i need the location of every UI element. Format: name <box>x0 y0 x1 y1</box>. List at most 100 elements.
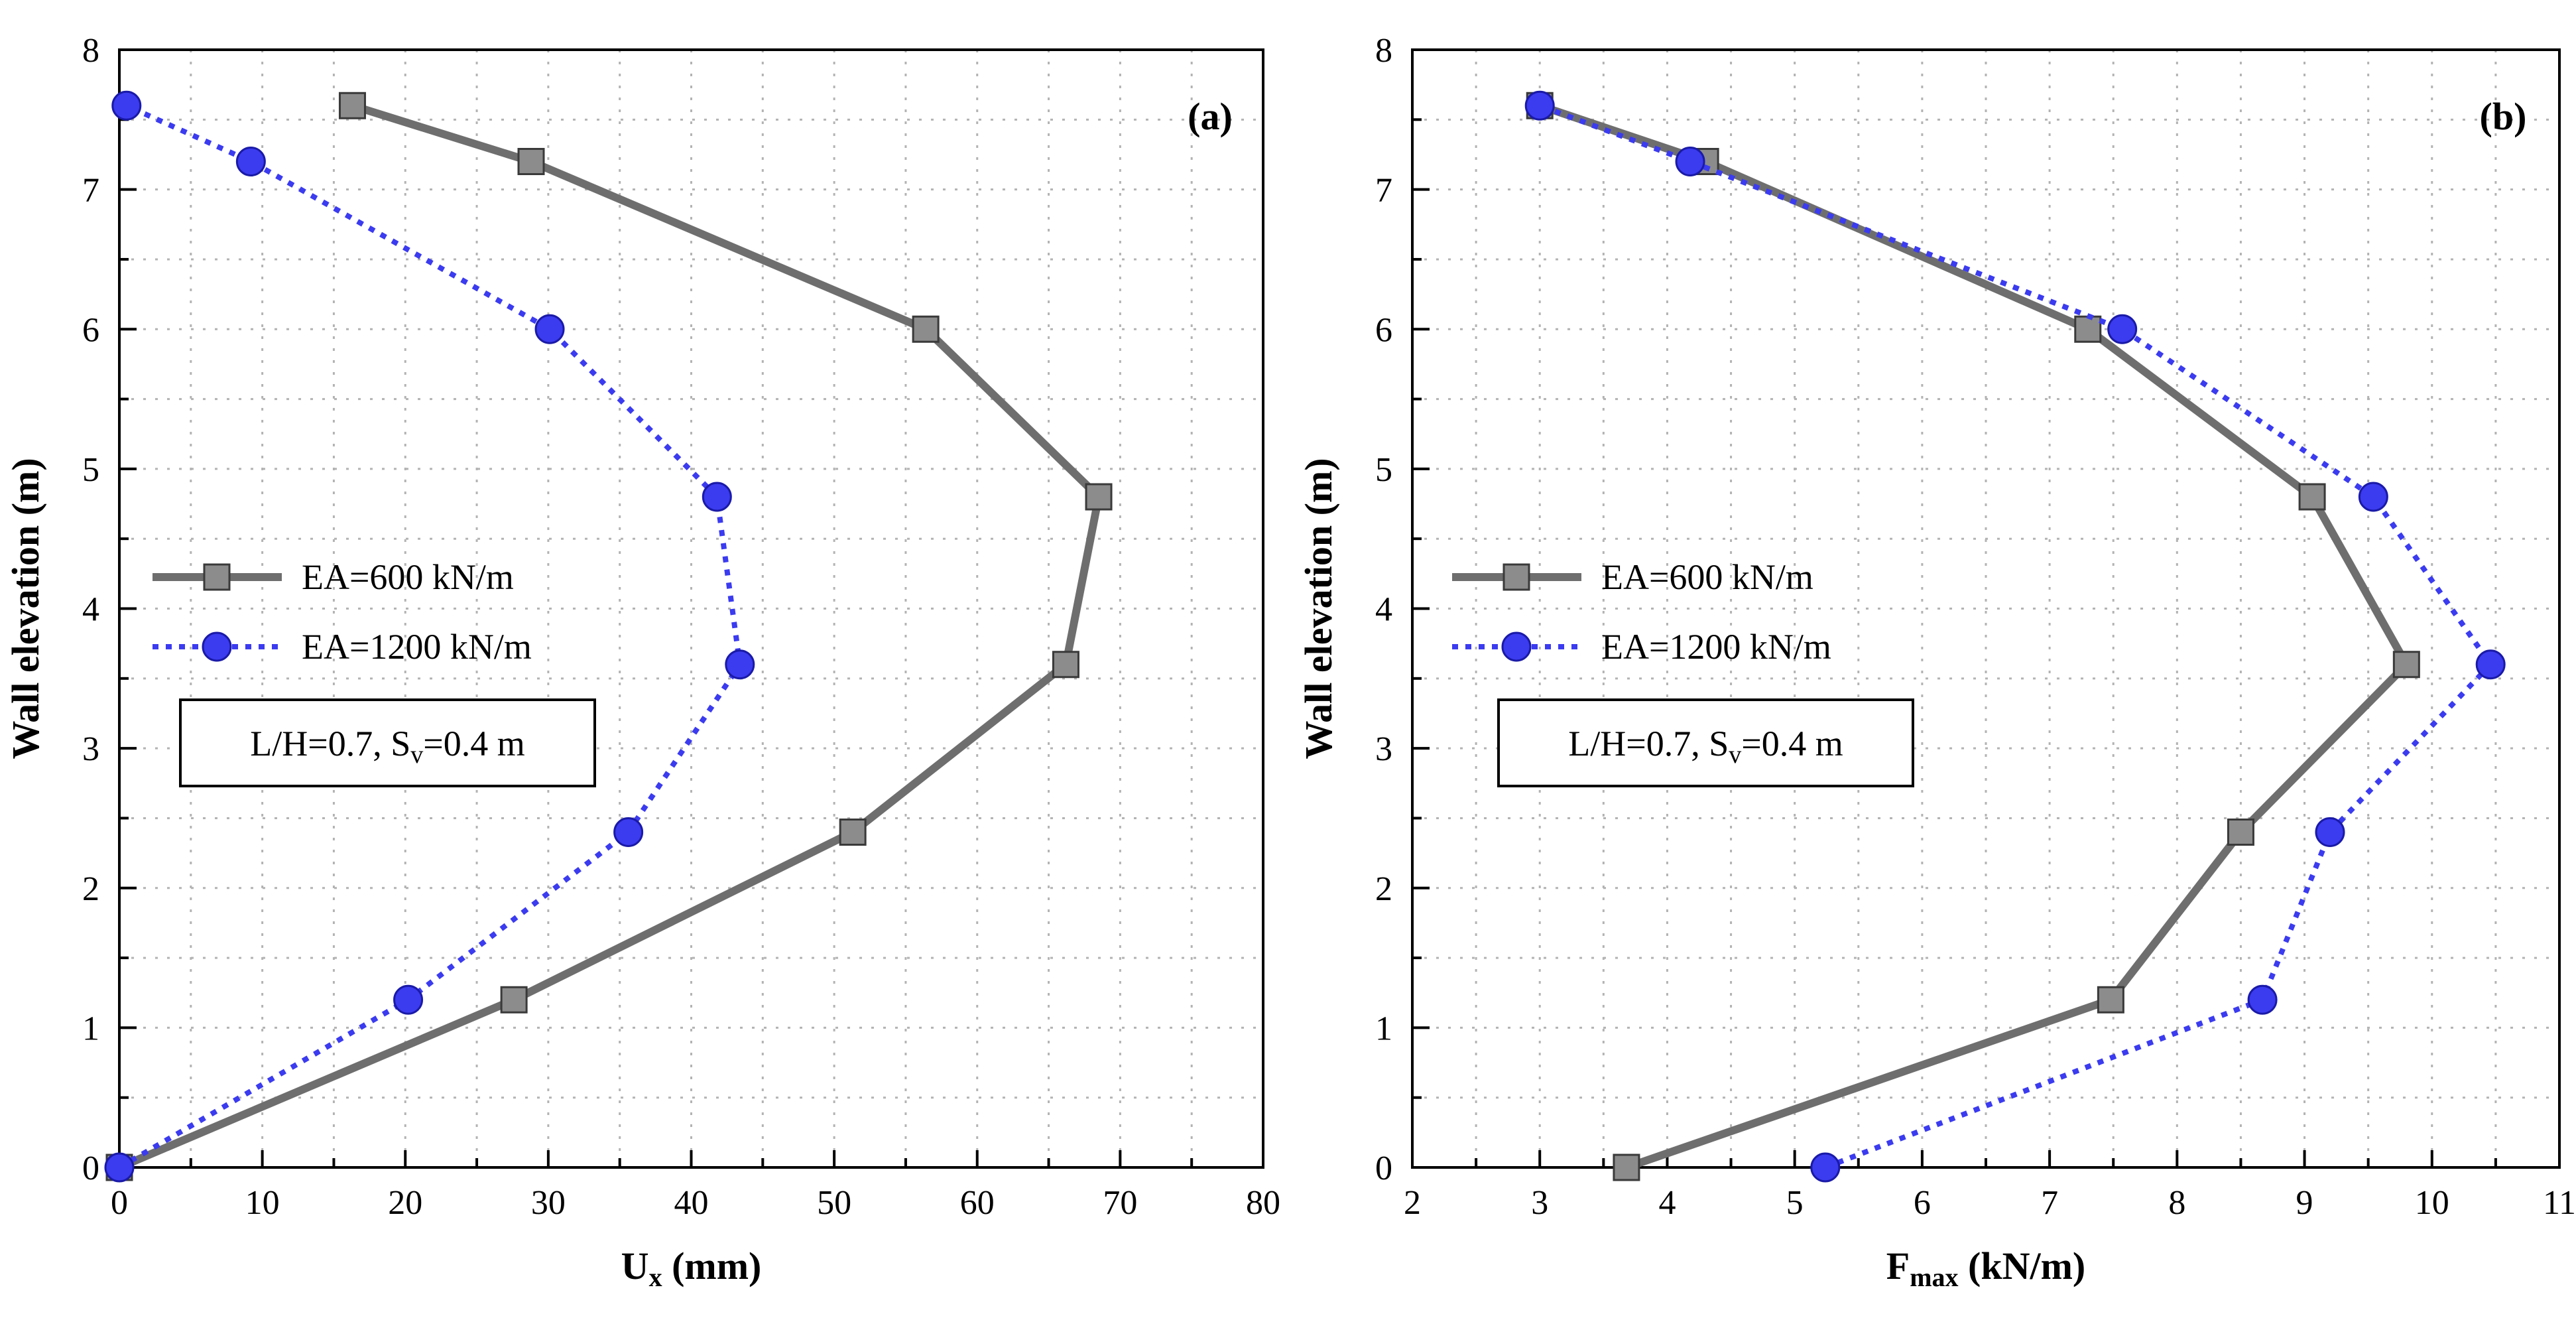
y-tick-label: 7 <box>1375 172 1392 210</box>
y-tick-label: 8 <box>82 32 99 70</box>
y-tick-label: 4 <box>82 591 99 629</box>
data-point <box>1810 1152 1841 1183</box>
x-tick-label: 8 <box>2168 1184 2185 1222</box>
legend-marker <box>1501 631 1532 662</box>
x-tick-label: 10 <box>245 1184 280 1222</box>
data-point <box>839 819 867 846</box>
data-point <box>2315 817 2345 847</box>
legend: EA=600 kN/m EA=1200 kN/m <box>153 557 532 667</box>
panel-a-displacement-chart: 0 10 20 30 40 50 60 70 80 0 1 2 3 4 5 6 7 8 Ux (mm) Wall el… <box>4 32 1280 1292</box>
data-point <box>725 649 755 680</box>
data-point <box>702 482 732 512</box>
x-tick-label: 7 <box>2041 1184 2058 1222</box>
x-axis-title-main: F <box>1886 1244 1910 1287</box>
x-tick-label: 20 <box>388 1184 422 1222</box>
data-point <box>2298 483 2326 511</box>
data-point <box>2107 314 2138 344</box>
note-main: L/H=0.7, S <box>250 724 410 763</box>
data-point <box>500 986 528 1014</box>
x-axis-title-subscript: x <box>649 1262 662 1292</box>
x-tick-label: 5 <box>1786 1184 1804 1222</box>
y-tick-label: 5 <box>1375 451 1392 489</box>
x-tick-label: 11 <box>2543 1184 2576 1222</box>
x-axis-title: Ux (mm) <box>621 1244 762 1292</box>
data-point <box>1675 147 1705 176</box>
data-point <box>2247 984 2278 1015</box>
parameter-note: L/H=0.7, Sv=0.4 m <box>1497 698 1914 787</box>
y-tick-label: 2 <box>82 870 99 908</box>
data-point <box>1613 1153 1640 1181</box>
panel-label: (b) <box>2480 95 2527 138</box>
data-point <box>1085 483 1113 511</box>
y-axis-title: Wall elevation (m) <box>4 458 47 759</box>
series-ea1200 <box>1524 90 2506 1183</box>
data-point <box>2392 651 2420 679</box>
legend-entry-label: EA=1200 kN/m <box>1601 627 1831 667</box>
parameter-note: L/H=0.7, Sv=0.4 m <box>179 698 596 787</box>
x-axis-title-unit: (mm) <box>662 1244 762 1287</box>
data-point <box>613 817 644 847</box>
data-point <box>1052 651 1079 679</box>
grid-b <box>1412 50 2559 1167</box>
data-point <box>2358 482 2388 512</box>
series-line <box>1538 103 2494 1170</box>
data-point <box>912 315 940 343</box>
x-tick-label: 10 <box>2415 1184 2449 1222</box>
grid-a <box>119 50 1263 1167</box>
x-tick-label: 6 <box>1914 1184 1931 1222</box>
y-tick-label: 6 <box>82 311 99 349</box>
x-tick-label: 30 <box>531 1184 566 1222</box>
note-box <box>1497 698 1914 787</box>
note-tail: =0.4 m <box>1741 724 1843 763</box>
note-text: L/H=0.7, Sv=0.4 m <box>1568 724 1843 769</box>
y-tick-label: 2 <box>1375 870 1392 908</box>
data-point <box>2097 986 2124 1014</box>
series-ea600 <box>105 92 1113 1181</box>
panel-b-force-chart: 2 3 4 5 6 7 8 9 10 11 0 1 2 3 4 5 6 7 8 Fmax (kN/m) Wall ele… <box>1297 32 2576 1292</box>
note-subscript: v <box>410 741 423 769</box>
x-axis-title-main: U <box>621 1244 649 1287</box>
x-tick-label: 80 <box>1246 1184 1280 1222</box>
data-point <box>1524 90 1555 121</box>
y-tick-label: 1 <box>82 1010 99 1047</box>
note-subscript: v <box>1729 741 1741 769</box>
y-tick-label: 0 <box>1375 1150 1392 1187</box>
x-tick-label: 50 <box>817 1184 851 1222</box>
y-tick-label: 7 <box>82 172 99 210</box>
x-tick-label: 3 <box>1531 1184 1548 1222</box>
x-axis-title: Fmax (kN/m) <box>1886 1244 2085 1292</box>
data-point <box>2227 819 2254 846</box>
data-point <box>534 314 565 344</box>
y-tick-label: 8 <box>1375 32 1392 70</box>
legend-marker <box>202 631 232 662</box>
legend-marker <box>1503 563 1530 591</box>
legend-entry-label: EA=600 kN/m <box>1601 557 1813 597</box>
y-tick-label: 1 <box>1375 1010 1392 1047</box>
y-tick-label: 4 <box>1375 591 1392 629</box>
data-point <box>338 92 366 119</box>
legend-entry-label: EA=1200 kN/m <box>302 627 532 667</box>
legend: EA=600 kN/m EA=1200 kN/m <box>1452 557 1831 667</box>
note-tail: =0.4 m <box>423 724 524 763</box>
series-line <box>117 101 1103 1171</box>
x-axis-title-unit: (kN/m) <box>1959 1244 2086 1287</box>
data-point <box>235 147 266 176</box>
y-tick-label: 3 <box>1375 730 1392 768</box>
data-point <box>517 148 545 175</box>
note-main: L/H=0.7, S <box>1568 724 1729 763</box>
series-ea1200 <box>104 90 755 1183</box>
note-text: L/H=0.7, Sv=0.4 m <box>250 724 524 769</box>
data-point <box>104 1152 135 1183</box>
y-tick-label: 3 <box>82 730 99 768</box>
data-point <box>2475 649 2506 680</box>
x-tick-label: 2 <box>1404 1184 1421 1222</box>
y-tick-label: 0 <box>82 1150 99 1187</box>
x-tick-label: 40 <box>674 1184 709 1222</box>
x-tick-label: 70 <box>1103 1184 1137 1222</box>
data-point <box>393 984 424 1015</box>
x-axis-title-subscript: max <box>1910 1262 1958 1292</box>
y-axis-title: Wall elevation (m) <box>1297 458 1340 759</box>
series-line <box>117 103 743 1170</box>
y-tick-label: 5 <box>82 451 99 489</box>
